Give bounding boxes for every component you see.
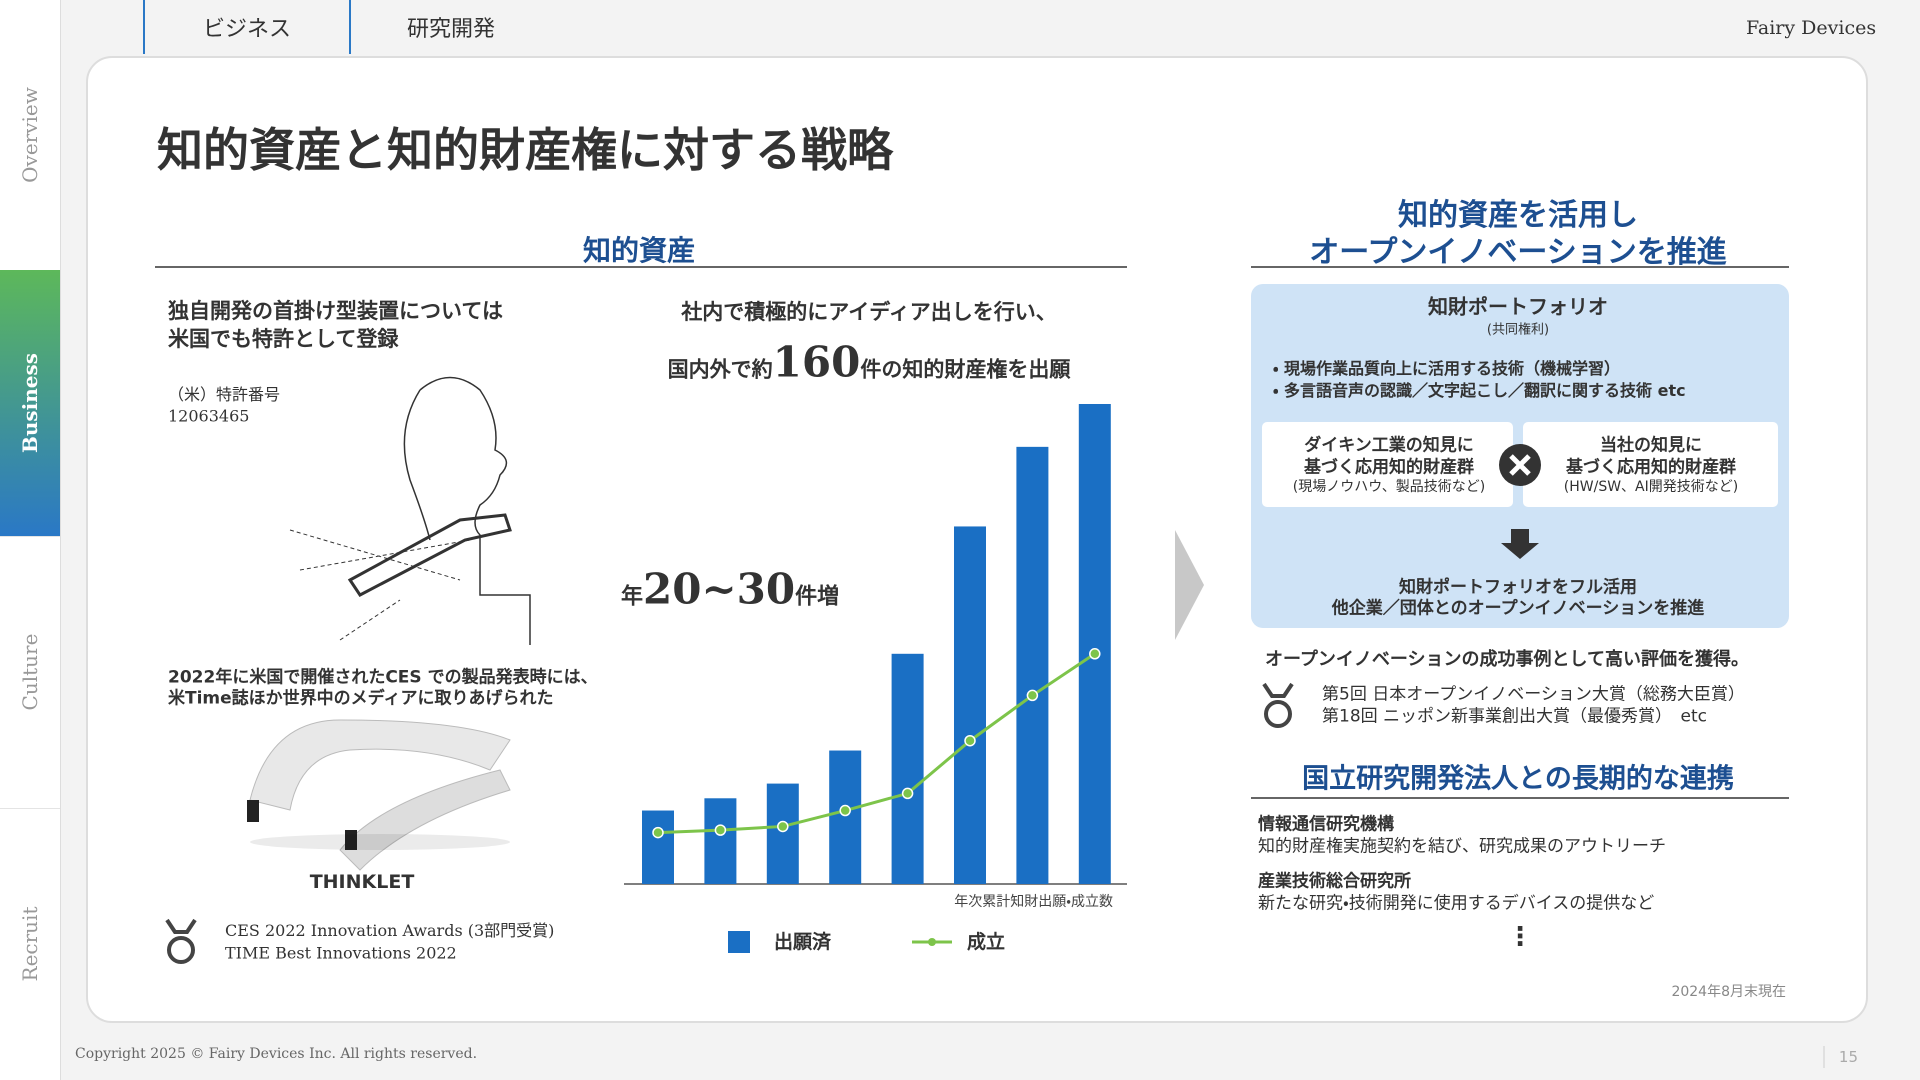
bar [891,653,924,884]
text: 当社の知見に [1600,435,1702,456]
section-heading: オープンイノベーションを推進 [1309,235,1727,270]
text: 年 [621,584,644,610]
tab-label: 研究開発 [406,17,496,42]
point [901,787,914,800]
award: 第5回 日本オープンイノベーション大賞（総務大臣賞） [1322,684,1745,705]
text: 12063465 [168,406,250,426]
portfolio-subtitle: (共同権利) [1486,322,1550,338]
patent-drawing [289,376,531,645]
text: 米国でも特許として登録 [168,327,399,351]
device-image [247,719,511,871]
text: 独自開発の首掛け型装置については [168,299,503,323]
legend-swatch [928,938,936,946]
text: 基づく応用知的財産群 [1566,457,1736,478]
sidebar: Overview Business Culture Recruit [0,0,61,1080]
bar [954,526,986,884]
text: 米Time誌ほか世界中のメディアに取りあげられた [168,688,554,709]
section-heading: 知的資産を活用し [1398,198,1638,233]
award: CES 2022 Innovation Awards (3部門受賞) [225,921,555,940]
point [652,826,664,839]
chart-headline: 国内外で約160件の知的財産権を出願 [668,338,1071,387]
chart-headline: 社内で積極的にアイディア出しを行い、 [681,300,1057,324]
partner-name: 情報通信研究機構 [1258,814,1394,835]
emphasis: 20~30 [643,564,796,614]
bar [829,750,862,884]
page-title: 知的資産と知的財産権に対する戦略 [157,123,893,177]
text: 基づく応用知的財産群 [1304,457,1474,478]
bar [1078,403,1111,884]
partner-desc: 知的財産権実施契約を結び、研究成果のアウトリーチ [1258,836,1666,857]
product-name: THINKLET [309,871,415,893]
bar [642,810,674,884]
note: 2024年8月末現在 [1671,984,1786,1000]
bullet: ・ 現場作業品質向上に活用する技術（機械学習） [1273,359,1621,378]
point [1026,689,1039,702]
point [964,734,976,747]
award-icon [165,918,197,964]
logo[interactable]: Fairy Devices [1746,17,1877,39]
partner-desc: 新たな研究・技術開発に使用するデバイスの提供など [1258,893,1655,914]
cross-icon [1509,454,1531,476]
award: TIME Best Innovations 2022 [225,943,457,963]
text: オープンイノベーションの成功事例として高い評価を獲得。 [1265,649,1750,670]
sidebar-tab[interactable]: Culture [0,536,60,809]
text: (HW/SW、AI開発技術など) [1563,479,1739,495]
more: ⋮ [1507,922,1533,952]
header-tab[interactable]: ビジネス [143,0,351,54]
page-number: 15 [1838,1048,1858,1066]
legend-label: 成立 [967,930,1005,953]
partner-name: 産業技術総合研究所 [1258,871,1411,892]
text: 件の知的財産権を出願 [860,357,1071,382]
axis-label: 年次累計知財出願・成立数 [954,893,1113,910]
bar [766,783,799,884]
text: (現場ノウハウ、製品技術など) [1292,479,1486,495]
point [714,824,727,836]
chevron [1175,530,1204,640]
text: 多言語音声の認識／文字起こし／翻訳に関する技術 etc [1284,381,1686,400]
emphasis: 160 [772,337,861,387]
text: ダイキン工業の知見に [1304,435,1474,456]
award: 第18回 ニッポン新事業創出大賞（最優秀賞） etc [1322,706,1708,727]
legend-label: 出願済 [774,930,832,953]
copyright: Copyright 2025 © Fairy Devices Inc. All … [75,1046,478,1062]
text: 件増 [795,584,840,610]
text: 2022年に米国で開催されたCES での製品発表時には、 [168,667,598,688]
point [839,804,851,817]
text: 現場作業品質向上に活用する技術（機械学習） [1284,359,1621,378]
header-tab[interactable]: 研究開発 [349,0,553,54]
bullet: ・ 多言語音声の認識／文字起こし／翻訳に関する技術 etc [1273,381,1686,400]
text: 国内外で約 [667,357,773,382]
bar [704,798,737,884]
line [657,652,1096,835]
bar [1016,446,1049,884]
section-heading: 知的資産 [582,234,696,267]
point [1089,648,1101,660]
award-icon [1262,682,1294,728]
knowledge-box [1262,422,1513,507]
text: （米）特許番号 [168,385,281,404]
section-heading: 国立研究開発法人との長期的な連携 [1302,763,1734,795]
portfolio-title: 知財ポートフォリオ [1428,294,1608,319]
tab-label: ビジネス [202,17,292,42]
text: 他企業／団体とのオープンイノベーションを推進 [1331,598,1705,619]
text: 知財ポートフォリオをフル活用 [1399,577,1637,598]
growth-label: 年20~30件増 [621,565,839,614]
legend-swatch [728,931,750,953]
down-arrow [1501,529,1539,559]
point [777,820,789,833]
sidebar-tab-active[interactable]: Business [0,270,60,537]
knowledge-box [1523,422,1778,507]
